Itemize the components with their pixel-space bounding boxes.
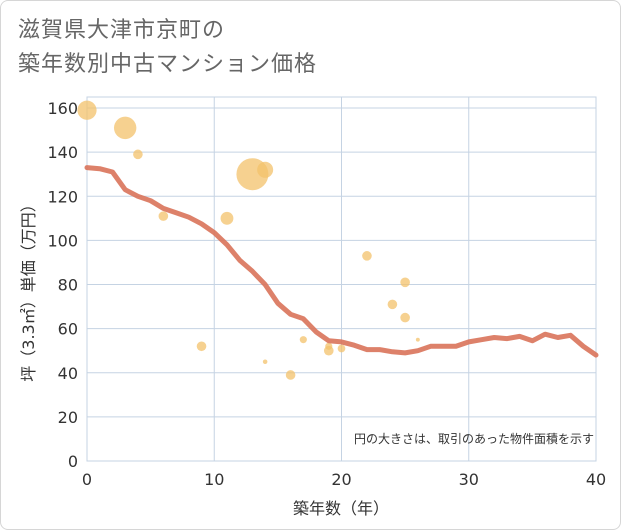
x-tick-label: 20 (331, 470, 351, 489)
bubble-point (196, 341, 207, 352)
chart-note: 円の大きさは、取引のあった物件面積を示す (354, 431, 594, 446)
y-tick-label: 60 (58, 320, 78, 339)
chart-title: 滋賀県大津市京町の 築年数別中古マンション価格 (18, 14, 317, 82)
x-axis-label: 築年数（年） (293, 499, 389, 518)
bubble-point (77, 100, 97, 120)
bubble-point (220, 211, 234, 225)
bubble-point (362, 251, 372, 261)
y-axis-label: 坪（3.3㎡）単価（万円） (19, 196, 38, 381)
bubble-point (257, 161, 274, 178)
bubble-point (299, 336, 307, 344)
x-tick-label: 40 (586, 470, 606, 489)
bubble-point (400, 277, 410, 288)
bubble-point (415, 337, 420, 342)
y-tick-label: 20 (58, 408, 78, 427)
y-tick-label: 40 (58, 364, 78, 383)
y-tick-label: 0 (68, 452, 78, 471)
y-tick-label: 120 (47, 187, 78, 206)
x-tick-label: 30 (459, 470, 479, 489)
tick-labels: 0 10 20 30 40 0 20 40 60 80 100 120 140 160 (47, 99, 606, 489)
bubble-point (337, 344, 346, 353)
bubbles (77, 100, 420, 380)
trend-line (84, 165, 599, 358)
grid (86, 96, 597, 462)
bubble-point (113, 116, 137, 140)
x-tick-label: 0 (82, 470, 92, 489)
bubble-point (158, 211, 169, 221)
y-tick-label: 160 (47, 99, 78, 118)
x-tick-label: 10 (204, 470, 224, 489)
chart-title-line2: 築年数別中古マンション価格 (18, 52, 318, 77)
trend-line-group (84, 165, 599, 358)
bubble-point (262, 359, 268, 365)
y-tick-label: 80 (58, 276, 78, 295)
y-tick-label: 140 (47, 143, 78, 162)
bubble-point (387, 299, 398, 310)
y-tick-label: 100 (47, 231, 78, 250)
bubble-point (133, 149, 143, 160)
bubble-point (400, 312, 410, 323)
bubble-point (325, 342, 333, 350)
bubble-point (285, 370, 296, 380)
chart-title-line1: 滋賀県大津市京町の (18, 18, 226, 43)
